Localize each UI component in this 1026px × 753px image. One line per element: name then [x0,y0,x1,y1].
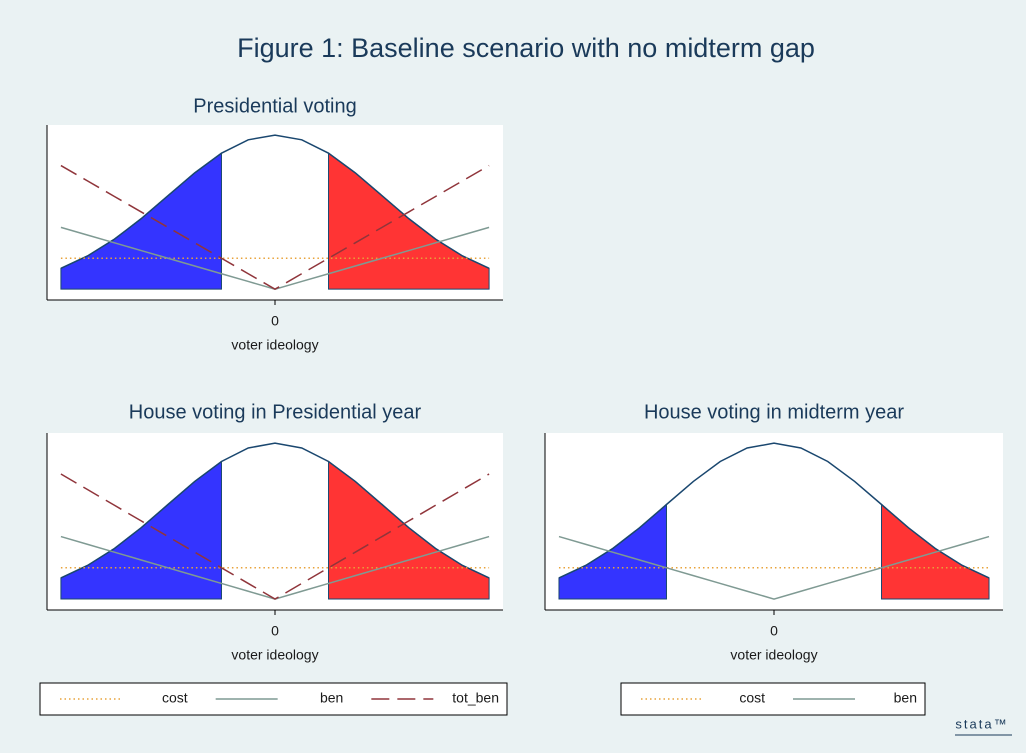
x-axis-label: voter ideology [231,337,318,353]
chart-title: House voting in Presidential year [129,401,422,423]
legend-label: cost [739,690,765,706]
x-tick-label: 0 [271,623,279,639]
figure-title: Figure 1: Baseline scenario with no midt… [237,33,815,63]
x-tick-label: 0 [770,623,778,639]
legend-label: cost [162,690,188,706]
series-line [60,164,490,291]
legend-box [620,682,926,716]
density-line [60,134,490,270]
chart-title: Presidential voting [193,95,356,117]
series-line [558,535,990,600]
x-axis-label: voter ideology [231,647,318,663]
legend-label: ben [320,690,343,706]
density-line [60,442,490,579]
x-axis-label: voter ideology [730,647,817,663]
series-line [60,473,490,600]
x-tick-label: 0 [271,313,279,329]
legend-label: tot_ben [452,690,499,706]
chart-title: House voting in midterm year [644,401,904,423]
logo: stata™ [955,716,1008,731]
density-line [558,442,990,579]
legend-label: ben [894,690,917,706]
